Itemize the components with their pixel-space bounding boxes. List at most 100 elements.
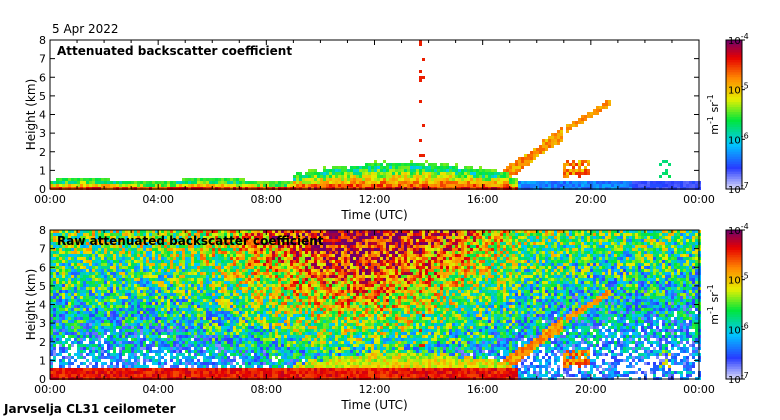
heatmap-cell — [62, 181, 65, 184]
heatmap-cell — [140, 293, 143, 296]
heatmap-cell — [65, 233, 68, 236]
heatmap-cell — [50, 263, 53, 266]
heatmap-cell — [389, 166, 392, 169]
heatmap-cell — [62, 332, 65, 335]
heatmap-cell — [203, 305, 206, 308]
heatmap-cell — [323, 184, 326, 187]
heatmap-cell — [632, 181, 635, 184]
heatmap-cell — [278, 344, 281, 347]
heatmap-cell — [71, 281, 74, 284]
heatmap-cell — [176, 359, 179, 362]
heatmap-cell — [278, 281, 281, 284]
heatmap-cell — [227, 341, 230, 344]
heatmap-cell — [134, 314, 137, 317]
heatmap-cell — [140, 302, 143, 305]
heatmap-cell — [83, 242, 86, 245]
heatmap-cell — [482, 181, 485, 184]
heatmap-cell — [233, 266, 236, 269]
heatmap-cell — [317, 178, 320, 181]
heatmap-cell — [68, 230, 71, 233]
heatmap-cell — [131, 272, 134, 275]
heatmap-cell — [497, 178, 500, 181]
heatmap-cell — [170, 272, 173, 275]
heatmap-cell — [110, 239, 113, 242]
heatmap-cell — [605, 100, 608, 103]
heatmap-cell — [224, 266, 227, 269]
heatmap-cell — [542, 145, 545, 148]
heatmap-cell — [53, 323, 56, 326]
heatmap-cell — [191, 230, 194, 233]
heatmap-cell — [56, 269, 59, 272]
heatmap-cell — [269, 290, 272, 293]
heatmap-cell — [140, 236, 143, 239]
heatmap-cell — [68, 251, 71, 254]
heatmap-cell — [104, 251, 107, 254]
heatmap-cell — [128, 356, 131, 359]
heatmap-cell — [191, 305, 194, 308]
heatmap-cell — [137, 305, 140, 308]
heatmap-cell — [251, 296, 254, 299]
heatmap-cell — [83, 326, 86, 329]
heatmap-cell — [263, 266, 266, 269]
heatmap-cell — [242, 332, 245, 335]
heatmap-cell — [278, 290, 281, 293]
heatmap-cell — [230, 302, 233, 305]
heatmap-cell — [359, 178, 362, 181]
heatmap-cell — [149, 326, 152, 329]
heatmap-cell — [197, 181, 200, 184]
heatmap-cell — [80, 251, 83, 254]
heatmap-cell — [572, 181, 575, 184]
heatmap-cell — [386, 163, 389, 166]
heatmap-cell — [119, 299, 122, 302]
heatmap-cell — [188, 287, 191, 290]
heatmap-cell — [425, 181, 428, 184]
heatmap-cell — [155, 248, 158, 251]
heatmap-cell — [254, 290, 257, 293]
heatmap-cell — [101, 236, 104, 239]
heatmap-cell — [194, 296, 197, 299]
heatmap-cell — [92, 320, 95, 323]
heatmap-cell — [566, 172, 569, 175]
heatmap-cell — [125, 239, 128, 242]
heatmap-cell — [209, 257, 212, 260]
heatmap-cell — [137, 184, 140, 187]
heatmap-cell — [527, 160, 530, 163]
heatmap-cell — [119, 254, 122, 257]
heatmap-cell — [77, 284, 80, 287]
heatmap-cell — [200, 317, 203, 320]
heatmap-cell — [362, 184, 365, 187]
heatmap-cell — [113, 329, 116, 332]
heatmap-cell — [89, 181, 92, 184]
heatmap-cell — [569, 172, 572, 175]
heatmap-cell — [65, 184, 68, 187]
heatmap-cell — [173, 251, 176, 254]
heatmap-cell — [119, 245, 122, 248]
heatmap-cell — [77, 296, 80, 299]
heatmap-cell — [59, 233, 62, 236]
heatmap-cell — [146, 359, 149, 362]
heatmap-cell — [119, 311, 122, 314]
heatmap-cell — [209, 329, 212, 332]
heatmap-cell — [170, 275, 173, 278]
heatmap-cell — [197, 341, 200, 344]
heatmap-cell — [53, 353, 56, 356]
heatmap-cell — [281, 338, 284, 341]
heatmap-cell — [173, 356, 176, 359]
heatmap-cell — [206, 323, 209, 326]
heatmap-cell — [569, 163, 572, 166]
heatmap-cell — [116, 374, 119, 377]
heatmap-cell — [257, 263, 260, 266]
heatmap-cell — [224, 230, 227, 233]
heatmap-cell — [92, 248, 95, 251]
heatmap-cell — [92, 302, 95, 305]
heatmap-cell — [266, 290, 269, 293]
heatmap-cell — [182, 314, 185, 317]
heatmap-cell — [278, 254, 281, 257]
heatmap-cell — [98, 311, 101, 314]
heatmap-cell — [176, 326, 179, 329]
heatmap-cell — [92, 284, 95, 287]
heatmap-cell — [239, 269, 242, 272]
heatmap-cell — [185, 293, 188, 296]
heatmap-cell — [152, 302, 155, 305]
heatmap-cell — [62, 302, 65, 305]
